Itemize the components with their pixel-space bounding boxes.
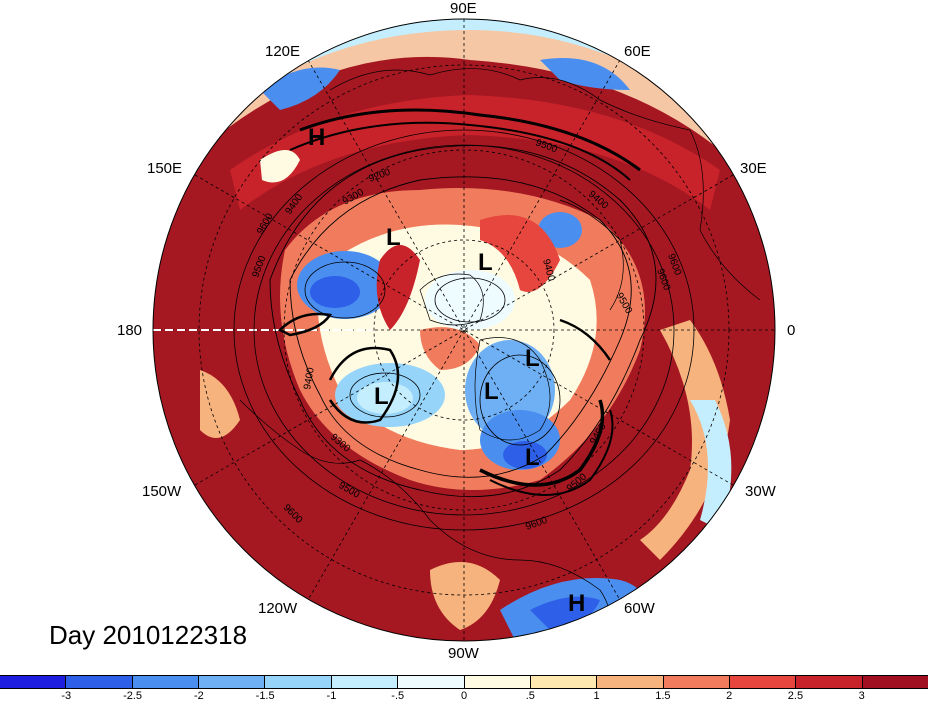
colorbar-segment [330,676,398,688]
colorbar-tick-label: 0 [460,690,468,702]
low-marker: L [374,383,389,410]
longitude-label: 90W [448,645,480,662]
longitude-labels: 90E 60E 30E 0 30W 60W 90W 120W 150W 180 … [117,0,795,662]
colorbar-segment [463,676,530,688]
high-marker: H [568,590,585,617]
colorbar-segment [795,676,862,688]
colorbar-ticks: -3 -2.5 -2 -1.5 -1 -.5 0 .5 1 1.5 2 2.5 3 [0,690,928,702]
date-label: Day 2010122318 [49,620,248,650]
low-marker: L [386,224,401,251]
colorbar [0,675,928,689]
low-marker: L [525,345,540,372]
longitude-label: 120E [265,43,300,60]
colorbar-segment [131,676,199,688]
pressure-centers: H L L L L L L H [308,124,585,617]
longitude-label: 150W [142,483,182,500]
colorbar-segment [264,676,331,688]
graticule [153,19,775,641]
low-marker: L [484,378,499,405]
colorbar-segment [861,676,928,688]
longitude-label: 120W [258,600,298,617]
longitude-label: 180 [117,322,142,339]
colorbar-tick-label: -2.5 [123,690,143,702]
colorbar-segment [662,676,729,688]
longitude-label: 30E [740,160,767,177]
colorbar-tick-label: 2.5 [787,690,804,702]
colorbar-tick-label: -2 [193,690,204,702]
colorbar-segment [529,676,597,688]
low-marker: L [478,249,493,276]
colorbar-tick-label: 3 [858,690,865,702]
colorbar-segment [397,676,464,688]
coastlines [239,68,761,641]
longitude-label: 0 [787,322,795,339]
height-contours [233,108,695,531]
colorbar-segment [198,676,265,688]
polar-map: 9600 9500 9400 9300 9200 9400 9500 9600 … [117,0,795,662]
colorbar-tick-label: 1 [593,690,600,702]
colorbar-tick-label: 2 [726,690,733,702]
longitude-label: 150E [147,160,182,177]
low-marker: L [525,444,540,471]
colorbar-tick-label: .5 [525,690,535,702]
anomaly-field [153,19,775,641]
longitude-label: 60W [624,600,656,617]
colorbar-segment [728,676,796,688]
colorbar-segment [596,676,663,688]
longitude-label: 60E [624,43,651,60]
colorbar-tick-label: 1.5 [655,690,671,702]
colorbar-segment [65,676,132,688]
colorbar-tick-label: -1.5 [255,690,275,702]
high-marker: H [308,124,325,151]
colorbar-segment [0,676,66,688]
longitude-label: 30W [745,483,777,500]
contour-label: 9400 [302,366,317,390]
longitude-label: 90E [450,0,477,17]
colorbar-tick-label: -1 [326,690,337,702]
colorbar-tick-label: -.5 [391,690,405,702]
map-border [152,18,776,642]
colorbar-tick-label: -3 [61,690,72,702]
